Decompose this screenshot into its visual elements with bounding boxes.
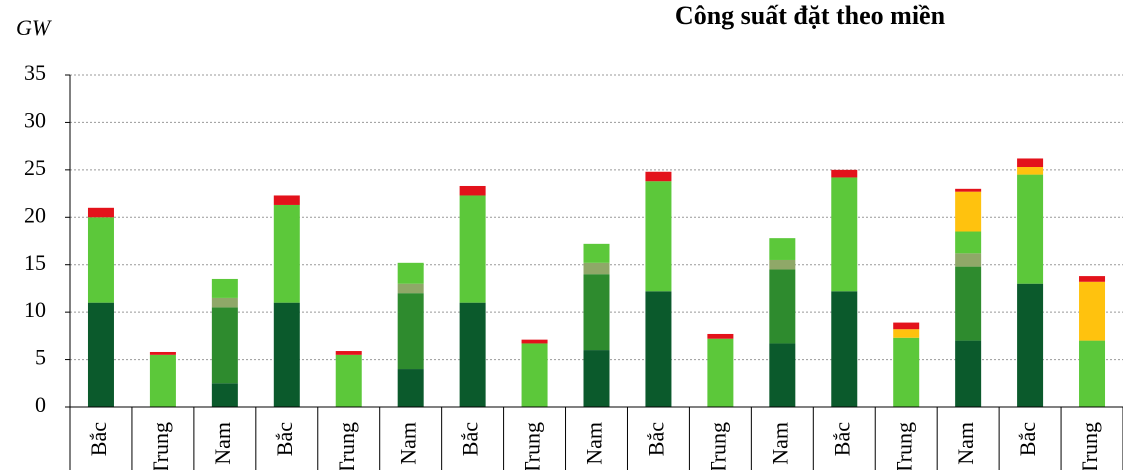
bar-segment — [1079, 340, 1106, 407]
bar-segment — [87, 207, 114, 218]
bar-segment — [955, 253, 982, 267]
bar-segment — [707, 333, 734, 339]
y-tick-label: 35 — [24, 60, 46, 85]
y-axis-label: GW — [16, 15, 52, 40]
bar-segment — [583, 262, 610, 275]
bar-segment — [521, 343, 548, 407]
y-tick-label: 5 — [35, 345, 46, 370]
bar-segment — [459, 195, 486, 303]
bar-segment — [149, 351, 176, 355]
bar-segment — [769, 269, 796, 344]
x-tick-label: Trung — [520, 422, 545, 470]
bar-segment — [273, 302, 300, 407]
bar-segment — [645, 171, 672, 182]
y-tick-label: 0 — [35, 392, 46, 417]
y-tick-label: 15 — [24, 250, 46, 275]
x-tick-label: Bắc — [272, 422, 297, 456]
bar-segment — [769, 238, 796, 260]
chart-title: Công suất đặt theo miền — [675, 1, 946, 30]
bar-segment — [335, 351, 362, 355]
bar-segment — [831, 291, 858, 407]
bar-segment — [645, 181, 672, 292]
x-tick-label: Bắc — [1015, 422, 1040, 456]
x-tick-label: Trung — [705, 422, 730, 470]
bar-segment — [645, 291, 672, 407]
x-tick-label: Bắc — [86, 422, 111, 456]
bar-segment — [459, 185, 486, 196]
bar-segment — [87, 217, 114, 303]
x-tick-label: Nam — [210, 422, 235, 465]
x-tick-label: Bắc — [643, 422, 668, 456]
bar-segment — [335, 354, 362, 407]
x-tick-label: Bắc — [458, 422, 483, 456]
bar-segment — [211, 278, 238, 298]
bar-segment — [397, 293, 424, 370]
bar-segment — [1079, 281, 1106, 341]
bar-segment — [273, 204, 300, 303]
x-tick-label: Trung — [334, 422, 359, 470]
bar-segment — [583, 243, 610, 263]
bar-segment — [273, 195, 300, 205]
bar-segment — [149, 354, 176, 407]
y-tick-label: 10 — [24, 297, 46, 322]
y-tick-label: 25 — [24, 155, 46, 180]
x-tick-label: Trung — [1077, 422, 1102, 470]
bar-segment — [1017, 167, 1044, 175]
x-tick-label: Nam — [767, 422, 792, 465]
bar-segment — [1017, 283, 1044, 407]
x-tick-label: Nam — [396, 422, 421, 465]
bar-segment — [583, 274, 610, 351]
bar-segment — [893, 337, 920, 407]
bar-segment — [831, 169, 858, 178]
x-tick-label: Trung — [148, 422, 173, 470]
bar-segment — [87, 302, 114, 407]
bar-segment — [397, 369, 424, 407]
x-tick-label: Trung — [891, 422, 916, 470]
bar-segment — [397, 283, 424, 294]
bar-segment — [955, 231, 982, 254]
bar-segment — [459, 302, 486, 407]
bar-segment — [211, 297, 238, 308]
x-tick-label: Nam — [953, 422, 978, 465]
bar-segment — [893, 322, 920, 330]
bar-segment — [955, 266, 982, 341]
bar-segment — [955, 340, 982, 407]
bar-segment — [521, 339, 548, 344]
bar-segment — [1079, 276, 1106, 282]
bar-segment — [893, 329, 920, 338]
x-tick-label: Bắc — [829, 422, 854, 456]
x-tick-label: Nam — [582, 422, 607, 465]
bar-segment — [583, 350, 610, 407]
bar-segment — [955, 188, 982, 192]
bar-segment — [769, 259, 796, 270]
bar-segment — [397, 262, 424, 284]
bar-segment — [211, 383, 238, 407]
y-tick-label: 20 — [24, 202, 46, 227]
bar-segment — [211, 307, 238, 384]
bar-segment — [955, 191, 982, 232]
bar-segment — [1017, 174, 1044, 284]
bar-segment — [1017, 158, 1044, 168]
bar-segment — [707, 338, 734, 407]
bar-segment — [769, 343, 796, 407]
y-tick-label: 30 — [24, 107, 46, 132]
bar-segment — [831, 177, 858, 292]
